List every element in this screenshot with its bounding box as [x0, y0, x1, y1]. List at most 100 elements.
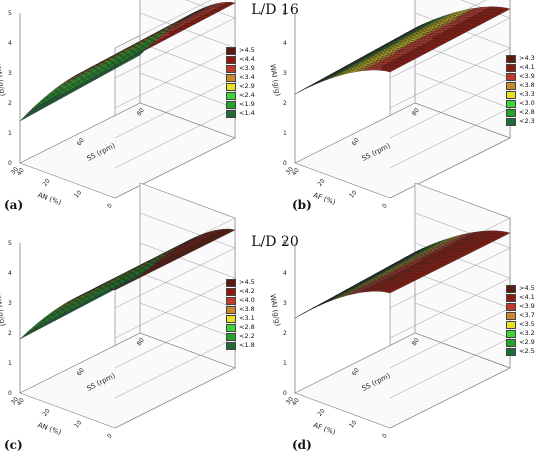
legend-swatch-b: [506, 99, 516, 108]
z-gridline-d: [414, 212, 511, 249]
z-gridline-d: [414, 302, 511, 339]
legend-entry-a: >4.5: [226, 46, 255, 55]
floor-d: [294, 332, 511, 429]
floor-c: [19, 332, 236, 429]
z-tick-label-a: 5: [8, 10, 12, 17]
panel-label-a: (a): [4, 198, 24, 212]
z-tick-label-c: 3: [8, 300, 12, 307]
legend-swatch-d: [506, 338, 516, 347]
z-gridline-c: [139, 212, 236, 249]
z-tick-label-d: 0: [283, 390, 287, 397]
y-tick-label-b: 80: [411, 107, 421, 117]
legend-label-c: <3.8: [239, 305, 255, 313]
legend-b: >4.3 <4.1 <3.9 <3.8 <3.3 <3.0 <2.8 <2.3: [506, 54, 535, 126]
z-gridline-a: [139, 42, 236, 79]
legend-entry-a: <3.9: [226, 64, 255, 73]
legend-swatch-a: [226, 91, 236, 100]
legend-swatch-c: [226, 341, 236, 350]
floor-b: [294, 102, 511, 199]
z-tick-label-d: 3: [283, 300, 287, 307]
legend-entry-c: <2.2: [226, 332, 255, 341]
z-tick-label-c: 4: [8, 270, 12, 277]
legend-swatch-d: [506, 293, 516, 302]
legend-entry-c: <3.1: [226, 314, 255, 323]
chart-panel-c: 0 1 2 3 4 5 30 20 10 0 40 60 80 AN (%) SS (rpm) WAI (g/…: [0, 182, 275, 450]
x-tick-label-b: 10: [348, 189, 358, 199]
legend-label-d: <3.2: [519, 329, 535, 337]
legend-swatch-c: [226, 287, 236, 296]
z-tick-label-b: 3: [283, 70, 287, 77]
x-tick-label-c: 10: [73, 419, 83, 429]
z-gridline-c: [139, 272, 236, 309]
z-gridline-d: [389, 277, 511, 339]
z-gridline-c: [114, 307, 236, 369]
z-gridline-a: [139, 12, 236, 49]
y-tick-label-c: 60: [76, 367, 86, 377]
legend-swatch-c: [226, 323, 236, 332]
z-gridline-a: [114, 77, 236, 139]
z-tick-label-c: 0: [8, 390, 12, 397]
z-tick-label-a: 4: [8, 40, 12, 47]
legend-label-a: <4.4: [239, 55, 255, 63]
legend-label-c: <1.8: [239, 341, 255, 349]
x-tick-label-c: 20: [41, 407, 51, 417]
surface-cell-b: [294, 89, 305, 95]
legend-entry-d: <3.9: [506, 302, 535, 311]
z-tick-label-b: 2: [283, 100, 287, 107]
legend-entry-c: <1.8: [226, 341, 255, 350]
z-gridline-b: [389, 107, 511, 169]
z-gridline-b: [389, 17, 511, 79]
x-tick-label-a: 10: [73, 189, 83, 199]
y-tick-label-a: 60: [76, 137, 86, 147]
legend-entry-b: >4.3: [506, 54, 535, 63]
legend-swatch-a: [226, 73, 236, 82]
z-tick-label-b: 4: [283, 40, 287, 47]
z-gridline-b: [389, 47, 511, 109]
legend-label-d: <4.1: [519, 293, 535, 301]
legend-swatch-d: [506, 329, 516, 338]
legend-swatch-c: [226, 332, 236, 341]
legend-entry-d: <3.7: [506, 311, 535, 320]
legend-entry-c: <4.2: [226, 287, 255, 296]
z-tick-label-c: 1: [8, 360, 12, 367]
legend-entry-a: <2.4: [226, 91, 255, 100]
chart-panel-a: 0 1 2 3 4 5 30 20 10 0 40 60 80 AN (%) SS (rpm) WAI (g/…: [0, 0, 275, 220]
z-tick-label-a: 3: [8, 70, 12, 77]
x-axis-label-c: AN (%): [37, 421, 63, 437]
legend-label-a: <1.9: [239, 100, 255, 108]
legend-c: >4.5 <4.2 <4.0 <3.8 <3.1 <2.8 <2.2 <1.8: [226, 278, 255, 350]
surface-cell-a: [19, 114, 30, 122]
z-gridline-a: [114, 47, 236, 109]
legend-entry-d: <3.2: [506, 329, 535, 338]
y-tick-label-d: 60: [351, 367, 361, 377]
legend-swatch-a: [226, 82, 236, 91]
z-axis-label-a: WAI (g/g): [0, 64, 7, 97]
x-tick-label-d: 30: [285, 396, 295, 406]
y-tick-label-a: 40: [16, 167, 26, 177]
z-gridline-c: [139, 242, 236, 279]
legend-d: >4.5 <4.1 <3.9 <3.7 <3.5 <3.2 <2.9 <2.5: [506, 284, 535, 356]
legend-label-b: <3.0: [519, 99, 535, 107]
legend-swatch-b: [506, 81, 516, 90]
legend-label-d: <3.9: [519, 302, 535, 310]
z-gridline-d: [414, 272, 511, 309]
z-gridline-d: [389, 247, 511, 309]
legend-entry-d: <2.9: [506, 338, 535, 347]
z-tick-label-d: 4: [283, 270, 287, 277]
legend-swatch-b: [506, 72, 516, 81]
z-gridline-a: [139, 72, 236, 109]
x-axis-label-d: AF (%): [312, 421, 337, 437]
legend-swatch-a: [226, 100, 236, 109]
panel-label-c: (c): [4, 438, 23, 452]
legend-label-a: <2.9: [239, 82, 255, 90]
legend-label-d: <2.9: [519, 338, 535, 346]
z-tick-label-c: 5: [8, 240, 12, 247]
z-gridline-d: [389, 307, 511, 369]
legend-entry-d: >4.5: [506, 284, 535, 293]
legend-label-a: <2.4: [239, 91, 255, 99]
legend-label-d: <3.7: [519, 311, 535, 319]
legend-label-c: >4.5: [239, 278, 255, 286]
